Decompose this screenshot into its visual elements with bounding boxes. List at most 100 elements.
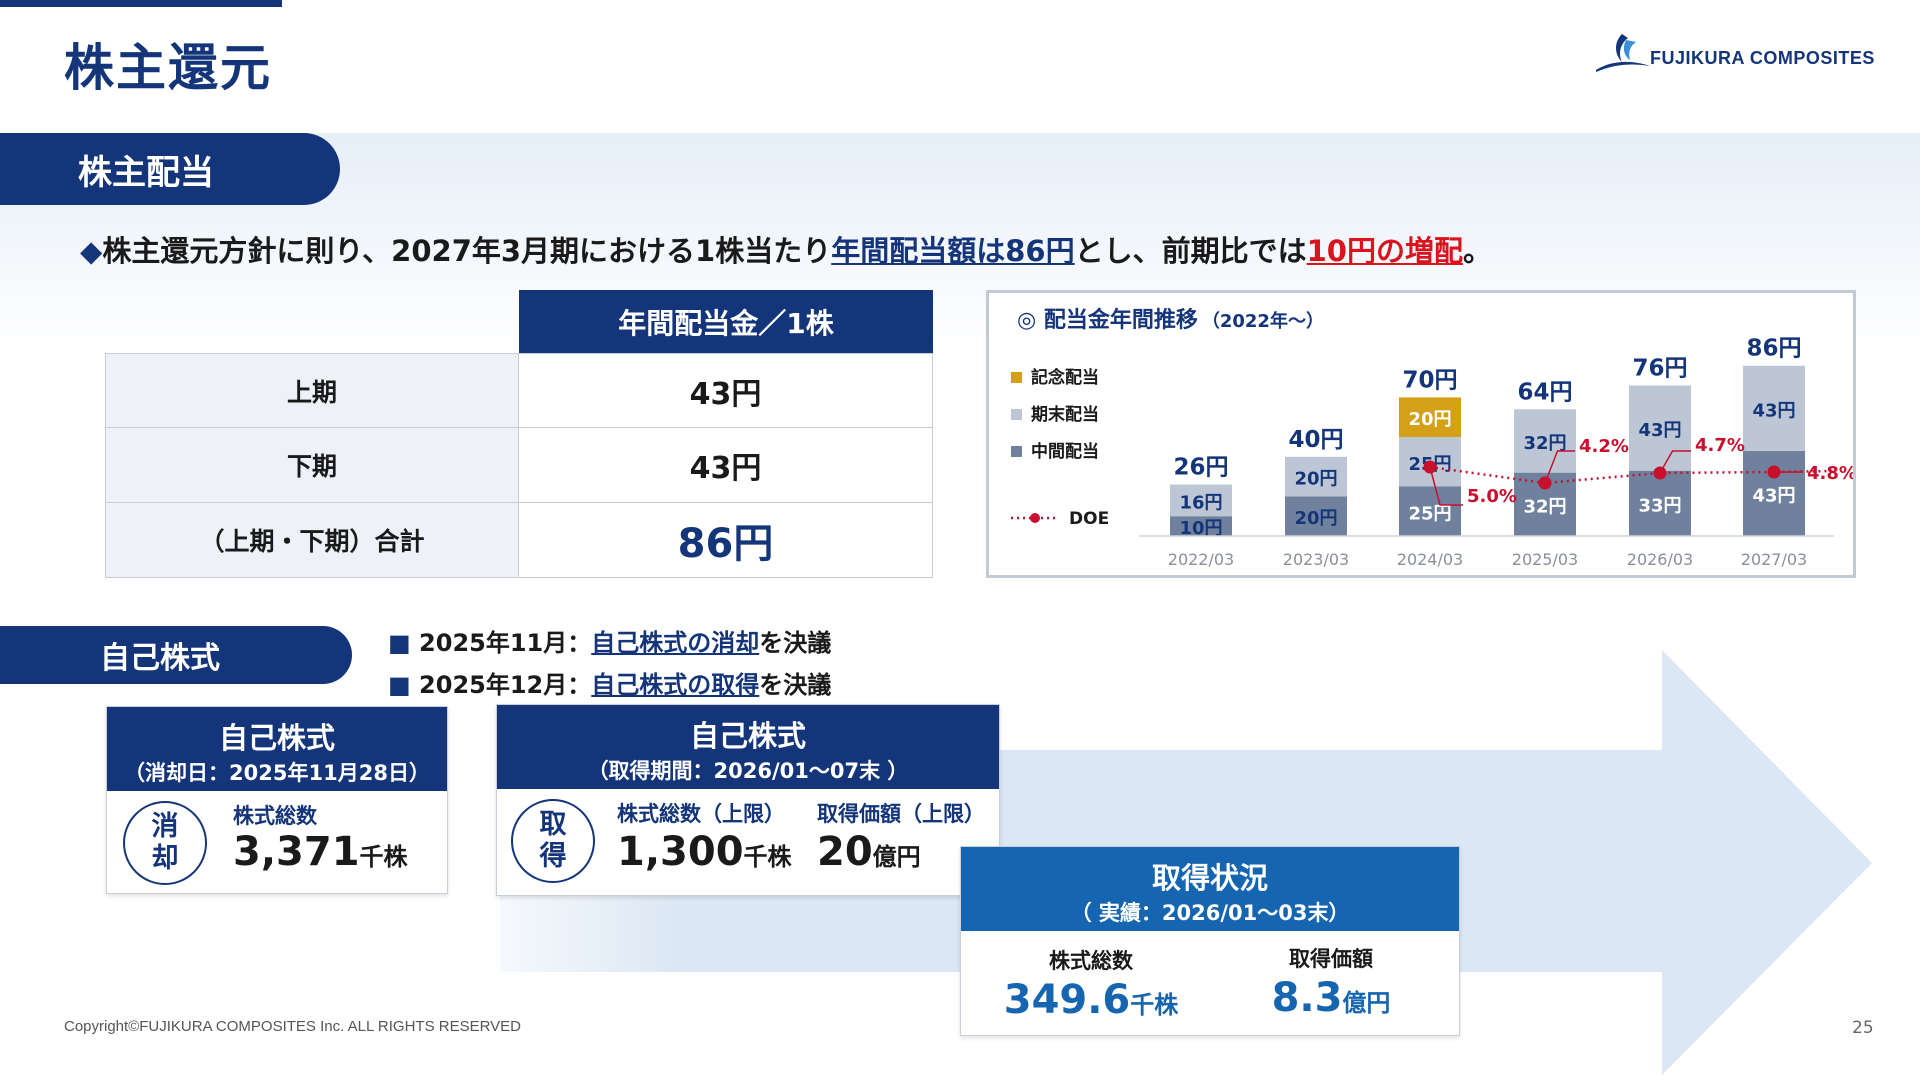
chart-bar-segment bbox=[1170, 484, 1232, 517]
legend-label: 中間配当 bbox=[1031, 441, 1099, 462]
chart-total-label: 86円 bbox=[1746, 336, 1801, 362]
logo-text: FUJIKURA COMPOSITES bbox=[1650, 48, 1875, 68]
policy-text-1: 株主還元方針に則り、2027年3月期における1株当たり bbox=[102, 234, 832, 268]
acquire-shares-label: 株式総数（上限） bbox=[617, 802, 785, 826]
acquire-badge: 取 得 bbox=[511, 799, 595, 883]
legend-label: DOE bbox=[1069, 509, 1109, 529]
value-number: 8.3 bbox=[1271, 975, 1343, 1021]
dividend-section-label: 株主配当 bbox=[0, 133, 340, 205]
chart-subtitle: （2022年～） bbox=[1202, 310, 1324, 332]
value-number: 20 bbox=[817, 829, 873, 875]
status-amount-label: 取得価額 bbox=[1289, 947, 1373, 971]
dividend-section-text: 株主配当 bbox=[78, 152, 214, 193]
chart-data-label: 20円 bbox=[1294, 508, 1337, 529]
acquisition-card-header: 自己株式 （取得期間：2026/01～07末 ） bbox=[497, 705, 999, 789]
chart-bar-segment bbox=[1285, 496, 1347, 536]
value-number: 349.6 bbox=[1003, 977, 1131, 1023]
chart-tick-label: 2023/03 bbox=[1283, 550, 1349, 569]
legend-label: 記念配当 bbox=[1031, 367, 1099, 388]
doe-label: 4.2% bbox=[1579, 436, 1629, 457]
chart-title: ◎ 配当金年間推移 （2022年～） bbox=[1017, 307, 1324, 333]
chart-data-label: 10円 bbox=[1179, 518, 1222, 539]
legend-swatch bbox=[1011, 372, 1022, 383]
table-row-value: 43円 bbox=[518, 353, 933, 428]
acquire-amount-value: 20億円 bbox=[817, 829, 921, 875]
badge-char: 消 bbox=[151, 810, 179, 842]
chart-data-label: 43円 bbox=[1638, 420, 1681, 441]
chart-bar-segment bbox=[1285, 456, 1347, 497]
cancellation-card-header: 自己株式 （消却日：2025年11月28日） bbox=[107, 707, 447, 791]
chart-data-label: 20円 bbox=[1408, 409, 1451, 430]
doe-label: 4.8% bbox=[1807, 463, 1853, 484]
card-title: 自己株式 bbox=[218, 721, 335, 755]
table-row-value: 43円 bbox=[518, 427, 933, 503]
chart-tick-label: 2024/03 bbox=[1397, 550, 1463, 569]
treasury-section-label: 自己株式 bbox=[0, 626, 352, 684]
page-title: 株主還元 bbox=[64, 39, 272, 97]
chart-bar-segment bbox=[1629, 470, 1691, 536]
card-subtitle: （ 実績：2026/01～03末） bbox=[1070, 901, 1350, 925]
chart-total-label: 64円 bbox=[1517, 379, 1572, 405]
table-row-label: （上期・下期）合計 bbox=[105, 502, 519, 578]
legend-label: 期末配当 bbox=[1031, 404, 1099, 425]
company-logo: FUJIKURA COMPOSITES bbox=[1592, 30, 1874, 76]
value-number: 3,371 bbox=[233, 829, 360, 875]
bullet-link-cancel[interactable]: 自己株式の消却 bbox=[591, 629, 760, 657]
chart-bar-segment bbox=[1743, 365, 1805, 451]
chart-bar-segment bbox=[1514, 409, 1576, 473]
policy-text-3: 。 bbox=[1462, 234, 1492, 268]
copyright-footer: Copyright©FUJIKURA COMPOSITES Inc. ALL R… bbox=[64, 1018, 522, 1035]
chart-bar-segment bbox=[1399, 486, 1461, 536]
value-unit: 億円 bbox=[872, 843, 921, 871]
value-unit: 千株 bbox=[359, 843, 408, 871]
doe-leader-line bbox=[1544, 450, 1575, 484]
square-bullet-icon: ■ bbox=[388, 629, 411, 657]
chart-data-label: 32円 bbox=[1523, 433, 1566, 454]
chart-tick-label: 2022/03 bbox=[1168, 550, 1234, 569]
status-card-header: 取得状況 （ 実績：2026/01～03末） bbox=[961, 847, 1459, 931]
bullet-suffix: を決議 bbox=[759, 629, 832, 657]
treasury-bullet-acquire: ■ 2025年12月：自己株式の取得を決議 bbox=[388, 665, 831, 700]
treasury-bullet-cancel: ■ 2025年11月：自己株式の消却を決議 bbox=[388, 623, 831, 658]
chart-bar-segment bbox=[1170, 516, 1232, 536]
acquisition-card: 自己株式 （取得期間：2026/01～07末 ） 取 得 株式総数（上限） 1,… bbox=[496, 704, 1000, 896]
value-unit: 億円 bbox=[1342, 989, 1391, 1017]
chart-data-label: 43円 bbox=[1752, 485, 1795, 506]
chart-data-label: 16円 bbox=[1179, 492, 1222, 513]
chart-total-label: 76円 bbox=[1632, 356, 1687, 382]
doe-label: 4.7% bbox=[1695, 435, 1745, 456]
chart-tick-label: 2026/03 bbox=[1627, 550, 1693, 569]
square-bullet-icon: ■ bbox=[388, 671, 411, 699]
legend-swatch bbox=[1011, 409, 1022, 420]
policy-highlight-increase: 10円の増配 bbox=[1306, 234, 1463, 268]
chart-data-label: 33円 bbox=[1638, 495, 1681, 516]
dividend-policy-statement: ◆株主還元方針に則り、2027年3月期における1株当たり年間配当額は86円とし、… bbox=[80, 228, 1492, 270]
chart-bar-segment bbox=[1399, 397, 1461, 437]
badge-char: 得 bbox=[539, 841, 567, 872]
policy-text-2: とし、前期比では bbox=[1074, 234, 1307, 268]
chart-data-label: 32円 bbox=[1523, 496, 1566, 517]
badge-char: 取 bbox=[539, 808, 567, 840]
status-shares-label: 株式総数 bbox=[1049, 949, 1133, 973]
acquisition-status-card: 取得状況 （ 実績：2026/01～03末） 株式総数 349.6千株 取得価額… bbox=[960, 846, 1460, 1036]
logo-mark-icon bbox=[1596, 34, 1650, 72]
card-subtitle: （取得期間：2026/01～07末 ） bbox=[587, 759, 909, 783]
chart-bars: 10円16円26円20円20円40円25円25円20円70円32円32円64円3… bbox=[1170, 336, 1805, 539]
bullet-link-acquire[interactable]: 自己株式の取得 bbox=[591, 671, 760, 699]
value-unit: 千株 bbox=[743, 843, 792, 871]
dividend-table: 年間配当金／1株 上期 43円 下期 43円 （上期・下期）合計 86円 bbox=[105, 290, 933, 578]
doe-label: 5.0% bbox=[1467, 486, 1517, 507]
dividend-chart-panel: ◎ 配当金年間推移 （2022年～） 記念配当期末配当中間配当 DOE 10円 16円… bbox=[986, 290, 1857, 578]
bullet-date: 2025年11月： bbox=[419, 629, 592, 657]
chart-title-main: ◎ 配当金年間推移 bbox=[1017, 307, 1198, 333]
chart-data-label: 43円 bbox=[1752, 400, 1795, 421]
cancel-shares-value: 3,371千株 bbox=[233, 829, 408, 875]
cancel-shares-label: 株式総数 bbox=[233, 804, 317, 828]
chart-data-label: 20円 bbox=[1294, 469, 1337, 490]
cancel-badge: 消 却 bbox=[123, 801, 207, 885]
card-subtitle: （消却日：2025年11月28日） bbox=[124, 761, 430, 785]
chart-doe-line: 5.0% 4.2% 4.7% 4.8% bbox=[1423, 435, 1857, 507]
legend-swatch bbox=[1011, 446, 1022, 457]
chart-bar-segment bbox=[1743, 450, 1805, 536]
